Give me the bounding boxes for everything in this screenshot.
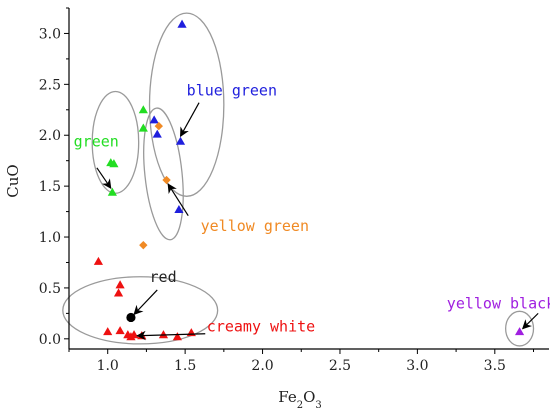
axes: 1.0 1.5 2.0 2.5 3.0 3.5 0.0 0.5 1.0 1.5 2.0 2.5 3.0 — [39, 7, 549, 374]
yellow-green-arrow — [167, 183, 189, 216]
creamy-white-point — [93, 256, 104, 265]
group-ellipse-3 — [143, 107, 184, 241]
blue-green-arrow — [179, 102, 200, 138]
y-axis-title: CuO — [4, 164, 22, 197]
yellow-green-label: yellow green — [201, 217, 309, 235]
x-tick-label: 2.0 — [251, 358, 273, 374]
blue-green-point — [149, 115, 159, 124]
x-tick-label: 3.0 — [406, 358, 428, 374]
red-arrow — [133, 289, 158, 316]
creamy-white-arrow — [136, 330, 206, 341]
creamy-white-point — [115, 326, 125, 335]
blue-green-point — [152, 129, 162, 138]
y-tick-label: 0.5 — [39, 281, 61, 297]
creamy-white-point — [186, 328, 196, 337]
green-point — [107, 187, 117, 196]
yellow-green-point — [154, 121, 164, 131]
yellow-green-point — [139, 240, 148, 250]
y-tick-label: 3.0 — [39, 26, 61, 42]
creamy-white-point — [172, 332, 182, 341]
group-ellipse-5 — [504, 310, 535, 347]
yellow-green-point — [162, 175, 171, 185]
blue-green-label: blue green — [187, 82, 277, 100]
green-arrow — [96, 167, 112, 189]
y-tick-label: 1.0 — [39, 230, 61, 246]
green-point — [138, 123, 148, 132]
group-ellipses — [62, 12, 535, 347]
y-tick-label: 1.5 — [39, 179, 61, 195]
creamy-white-point — [113, 288, 124, 297]
blue-green-point — [174, 204, 184, 213]
creamy-white-point — [115, 280, 125, 289]
y-tick-label: 0.0 — [39, 332, 61, 348]
group-ellipse-4 — [62, 276, 219, 345]
green-point — [138, 105, 148, 114]
blue-green-point — [175, 136, 186, 145]
x-tick-label: 1.5 — [174, 358, 196, 374]
x-axis-title: Fe2O3 — [278, 388, 322, 409]
y-tick-label: 2.5 — [39, 77, 61, 93]
green-point — [109, 159, 119, 168]
y-tick-label: 2.0 — [39, 128, 61, 144]
yellow-black-arrow — [521, 312, 539, 330]
green-label: green — [74, 132, 119, 150]
red-label: red — [150, 268, 177, 286]
creamy-white-point — [158, 330, 169, 339]
yellow-black-label: yellow black — [447, 294, 550, 312]
x-tick-label: 1.0 — [97, 358, 119, 374]
annotations: blue green green yellow green red creamy whi… — [74, 82, 550, 341]
x-tick-label: 2.5 — [329, 358, 351, 374]
group-ellipse-1 — [148, 12, 225, 197]
creamy-white-point — [103, 327, 113, 336]
x-tick-label: 3.5 — [484, 358, 506, 374]
blue-green-point — [177, 19, 187, 28]
yellow-black-point — [514, 327, 525, 336]
red-point — [126, 312, 136, 323]
creamy-white-label: creamy white — [207, 318, 315, 336]
data-points — [93, 19, 525, 341]
